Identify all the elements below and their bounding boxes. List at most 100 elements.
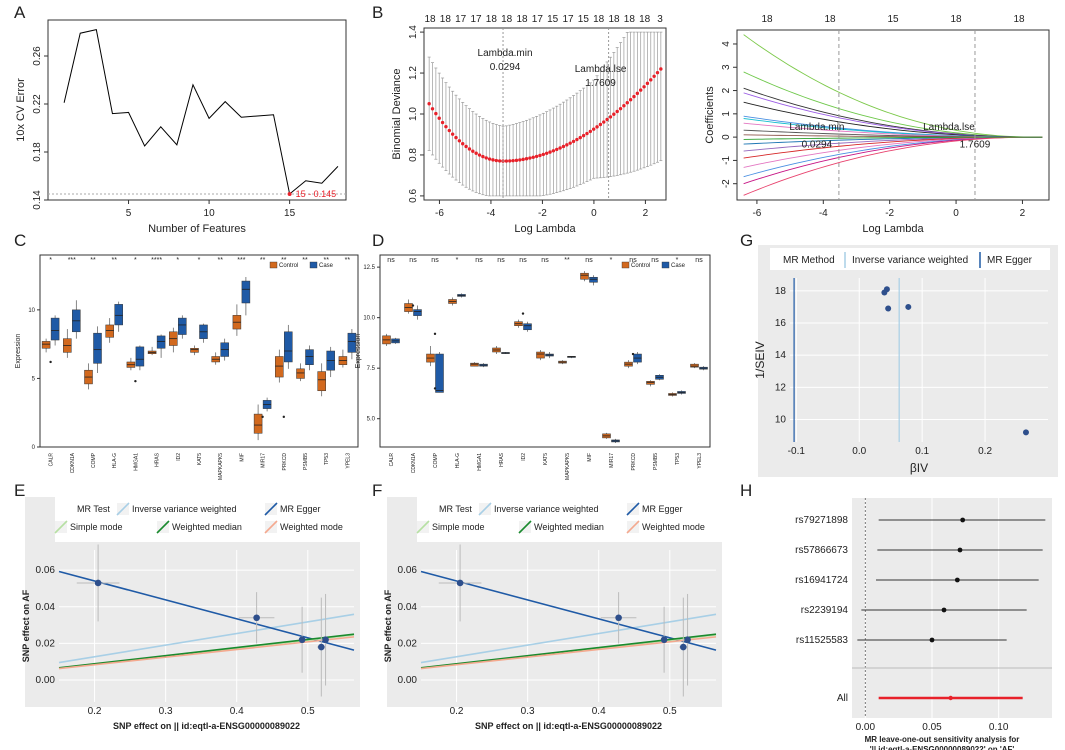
legend-title: MR Method (783, 255, 835, 266)
y-tick-label: 10.0 (363, 316, 375, 322)
significance-label: ns (475, 257, 483, 264)
x-tick-label: -4 (819, 208, 828, 219)
significance-label: ns (585, 257, 593, 264)
legend-label: Case (671, 263, 686, 269)
y-tick-label: 12.5 (363, 265, 375, 271)
legend-line (626, 502, 640, 516)
top-axis-label: 18 (440, 14, 452, 25)
category-label: TP53 (324, 453, 330, 465)
coefficient-path (743, 136, 1043, 178)
category-label: HRAS (499, 452, 505, 467)
deviance-point (555, 147, 559, 152)
legend-title: MR Test (77, 504, 110, 514)
deviance-point (558, 146, 562, 150)
y-tick-label: 3 (721, 64, 732, 70)
deviance-point (531, 155, 535, 159)
legend-line (264, 520, 278, 534)
x-tick-label: 0.00 (856, 722, 876, 733)
deviance-point (497, 159, 502, 163)
legend-line (626, 520, 640, 534)
box (50, 317, 60, 341)
x-tick-label: 0.1 (915, 446, 929, 457)
row-label: rs2239194 (801, 605, 849, 616)
x-axis-label: Log Lambda (862, 223, 924, 235)
panel-a: 5 10 15 0.14 0.18 0.22 0.26 15 - 0.145 Number of… (15, 19, 347, 235)
estimate-point (957, 547, 963, 553)
snp-point (883, 286, 890, 293)
deviance-point (551, 149, 556, 153)
lambda-value: 0.0294 (490, 62, 521, 73)
x-tick-label: 2 (643, 208, 649, 219)
box (305, 349, 314, 365)
deviance-point (618, 106, 623, 111)
y-tick-label: 0.02 (398, 638, 418, 649)
significance-label: ns (695, 257, 703, 264)
plot-panel (59, 550, 354, 702)
y-tick-label: 0 (721, 134, 732, 140)
outlier-point (521, 312, 525, 315)
y-tick-label: 14 (775, 350, 787, 361)
deviance-point (474, 151, 478, 155)
deviance-point (477, 153, 482, 157)
lambda-label: Lambda.lse (923, 122, 975, 133)
outlier-point (49, 360, 52, 364)
box (589, 276, 598, 283)
x-tick-label: 0.10 (989, 722, 1009, 733)
chart-title: '|| id:eqtl-a-ENSG00000089022' on 'AF' (870, 745, 1015, 750)
significance-label: ** (302, 257, 308, 264)
legend-label: Case (319, 263, 334, 269)
deviance-point (491, 158, 495, 162)
plot-panel (852, 498, 1052, 718)
min-annotation: 15 - 0.145 (296, 189, 337, 199)
top-axis-label: 3 (657, 14, 663, 25)
significance-label: * (610, 257, 613, 264)
outlier-point (433, 387, 437, 390)
top-axis-label: 18 (824, 14, 836, 25)
x-tick-label: 0.2 (88, 706, 102, 717)
x-tick-label: 0.0 (852, 446, 866, 457)
significance-label: ** (345, 257, 351, 264)
row-label: rs16941724 (795, 575, 848, 586)
lambda-value: 1.7609 (585, 78, 616, 89)
lambda-label: Lambda.lse (575, 64, 627, 75)
row-label: rs57866673 (795, 545, 848, 556)
snp-point (885, 305, 892, 312)
significance-label: ns (541, 257, 549, 264)
deviance-point (588, 129, 593, 134)
x-tick-label: -4 (486, 208, 495, 219)
panel-label-c: C (14, 231, 26, 250)
x-tick-label: -6 (752, 208, 761, 219)
regression-line (58, 570, 355, 651)
legend-swatch (309, 261, 318, 269)
plot-frame (423, 27, 667, 201)
category-label: YPEL3 (697, 453, 703, 469)
lambda-label: Lambda.min (478, 48, 533, 59)
legend-label: Control (279, 263, 298, 269)
y-tick-label: 5 (32, 376, 36, 382)
cv-error-line (63, 28, 339, 195)
deviance-point (484, 156, 488, 160)
deviance-point (632, 94, 636, 99)
panel-label-b: B (372, 3, 383, 22)
top-axis-label: 18 (501, 14, 513, 25)
y-tick-label: 10 (28, 308, 35, 314)
deviance-point (444, 124, 448, 129)
deviance-point (434, 111, 438, 116)
category-label: PSMB5 (653, 453, 659, 470)
deviance-point (568, 141, 572, 145)
x-tick-label: -0.1 (788, 446, 806, 457)
deviance-point (649, 78, 653, 82)
legend-label: MR Egger (280, 504, 321, 514)
deviance-point (528, 156, 532, 160)
plot-frame (379, 254, 711, 448)
y-tick-label: 0.6 (408, 189, 419, 203)
top-axis-label: 15 (578, 14, 590, 25)
snp-point (905, 303, 912, 310)
x-tick-label: 0.4 (592, 706, 606, 717)
significance-label: * (198, 257, 201, 264)
box (470, 362, 479, 367)
category-label: KAT5 (543, 453, 549, 465)
significance-label: ns (431, 257, 439, 264)
plot-panel (790, 278, 1048, 442)
significance-label: ** (217, 257, 223, 264)
